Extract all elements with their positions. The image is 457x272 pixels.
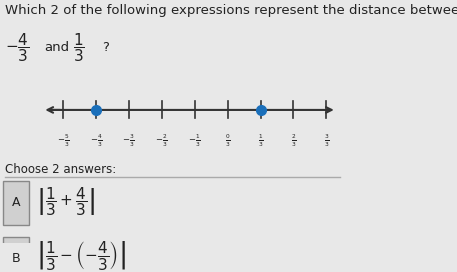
FancyBboxPatch shape <box>3 181 29 224</box>
Text: $\frac{1}{3}$: $\frac{1}{3}$ <box>258 133 263 149</box>
Text: $-\frac{5}{3}$: $-\frac{5}{3}$ <box>57 133 69 149</box>
Text: $\dfrac{1}{3}$: $\dfrac{1}{3}$ <box>73 31 85 64</box>
Text: and: and <box>44 41 69 54</box>
Text: $-\frac{1}{3}$: $-\frac{1}{3}$ <box>188 133 201 149</box>
Text: ?: ? <box>102 41 109 54</box>
Text: $\frac{2}{3}$: $\frac{2}{3}$ <box>291 133 296 149</box>
Text: $-\frac{3}{3}$: $-\frac{3}{3}$ <box>122 133 135 149</box>
Text: $\left|\dfrac{1}{3}+\dfrac{4}{3}\right|$: $\left|\dfrac{1}{3}+\dfrac{4}{3}\right|$ <box>36 185 95 218</box>
FancyBboxPatch shape <box>3 237 29 272</box>
Text: $-\frac{2}{3}$: $-\frac{2}{3}$ <box>155 133 168 149</box>
Text: $\frac{3}{3}$: $\frac{3}{3}$ <box>324 133 329 149</box>
Text: Which 2 of the following expressions represent the distance between: Which 2 of the following expressions rep… <box>5 4 457 17</box>
Text: $\left|\dfrac{1}{3}-\left(-\dfrac{4}{3}\right)\right|$: $\left|\dfrac{1}{3}-\left(-\dfrac{4}{3}\… <box>36 239 126 272</box>
Text: B: B <box>12 252 21 265</box>
Text: A: A <box>12 196 21 209</box>
Text: $\frac{0}{3}$: $\frac{0}{3}$ <box>225 133 230 149</box>
Text: $-\frac{4}{3}$: $-\frac{4}{3}$ <box>90 133 102 149</box>
Text: Choose 2 answers:: Choose 2 answers: <box>5 163 116 176</box>
Text: $-\dfrac{4}{3}$: $-\dfrac{4}{3}$ <box>5 31 29 64</box>
